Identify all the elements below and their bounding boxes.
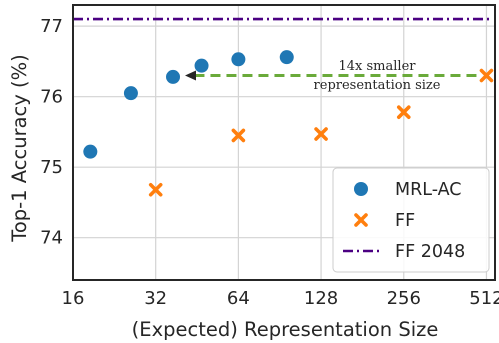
mrl-ac-point (123, 86, 138, 101)
ff-point (231, 128, 246, 143)
x-tick-label: 32 (144, 288, 167, 309)
mrl-ac-point (231, 52, 246, 67)
legend-box (332, 167, 490, 273)
mrl-ac-point (194, 58, 209, 73)
x-tick-label: 64 (227, 288, 250, 309)
legend-swatch-ff (354, 213, 368, 227)
legend-label: MRL-AC (395, 180, 462, 200)
y-axis-label: Top-1 Accuracy (%) (8, 54, 31, 243)
mrl-ac-point (166, 69, 181, 84)
y-tick-label: 74 (40, 228, 63, 249)
x-axis-label: (Expected) Representation Size (132, 318, 439, 341)
legend-label: FF (395, 211, 415, 231)
grid (72, 5, 495, 280)
mrl-ac-point (279, 50, 294, 65)
x-tick-label: 128 (304, 288, 338, 309)
ff-point (479, 68, 494, 83)
x-tick-label: 16 (62, 288, 85, 309)
y-tick-label: 77 (40, 16, 63, 37)
x-tick-label: 256 (387, 288, 421, 309)
y-tick-labels: 74 75 76 77 (40, 16, 63, 249)
annotation-arrow (185, 70, 477, 81)
ff-point (314, 127, 328, 141)
plot-frame (72, 4, 496, 281)
annotation-line-2: representation size (314, 78, 441, 93)
legend-swatch-mrl-ac (354, 182, 368, 196)
x-tick-labels: 16 32 64 128 256 512 (62, 288, 499, 309)
ff-point (396, 105, 411, 119)
y-tick-label: 75 (40, 157, 63, 178)
annotation: 14x smaller representation size (314, 59, 441, 93)
x-tick-label: 512 (469, 288, 499, 309)
legend-label: FF 2048 (395, 242, 465, 262)
y-tick-label: 76 (40, 87, 63, 108)
annotation-arrow-head (185, 70, 197, 81)
annotation-line-1: 14x smaller (339, 59, 417, 74)
data-points (83, 50, 494, 197)
mrl-ac-point (83, 144, 98, 159)
ff-point (148, 182, 163, 197)
legend: MRL-AC FF FF 2048 (332, 167, 490, 273)
